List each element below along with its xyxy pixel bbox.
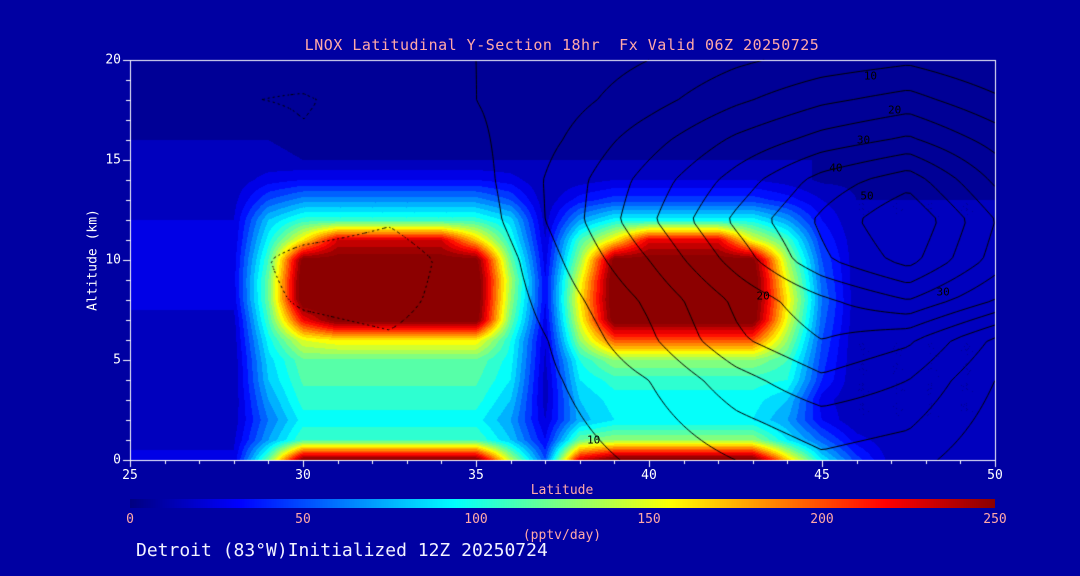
contour-label: 10 bbox=[863, 69, 878, 83]
y-tick-label: 10 bbox=[105, 252, 121, 268]
x-tick-label: 50 bbox=[987, 468, 1003, 483]
contour-label: 10 bbox=[587, 433, 601, 447]
contour-label: 30 bbox=[856, 133, 871, 147]
run-info-caption: Detroit (83°W)Initialized 12Z 20250724 bbox=[136, 540, 548, 561]
x-tick-label: 25 bbox=[122, 468, 138, 483]
y-tick-label: 20 bbox=[105, 52, 121, 68]
colorbar-tick-label: 200 bbox=[810, 512, 834, 527]
colorbar-gradient bbox=[130, 499, 995, 508]
y-tick-label: 0 bbox=[113, 452, 121, 468]
x-tick-label: 45 bbox=[814, 468, 830, 483]
x-tick-label: 40 bbox=[641, 468, 657, 483]
colorbar-tick-label: 50 bbox=[295, 512, 311, 527]
y-tick-label: 5 bbox=[113, 352, 121, 368]
x-axis-label: Latitude bbox=[530, 483, 594, 498]
colorbar-tick-label: 0 bbox=[126, 512, 134, 527]
chart-title: LNOX Latitudinal Y-Section 18hr Fx Valid… bbox=[304, 36, 820, 54]
contour-label: 20 bbox=[756, 289, 770, 303]
contour-label: 20 bbox=[888, 103, 902, 117]
colorbar-tick-label: 250 bbox=[983, 512, 1007, 527]
contour-label: 40 bbox=[829, 161, 843, 175]
colorbar-tick-label: 100 bbox=[464, 512, 488, 527]
y-tick-label: 15 bbox=[105, 152, 121, 168]
x-tick-label: 30 bbox=[295, 468, 311, 483]
x-tick-label: 35 bbox=[468, 468, 484, 483]
colorbar-unit-label: (pptv/day) bbox=[522, 528, 602, 543]
contour-label: 30 bbox=[936, 285, 950, 299]
colorbar-tick-label: 150 bbox=[637, 512, 661, 527]
contour-label: 50 bbox=[860, 189, 874, 203]
